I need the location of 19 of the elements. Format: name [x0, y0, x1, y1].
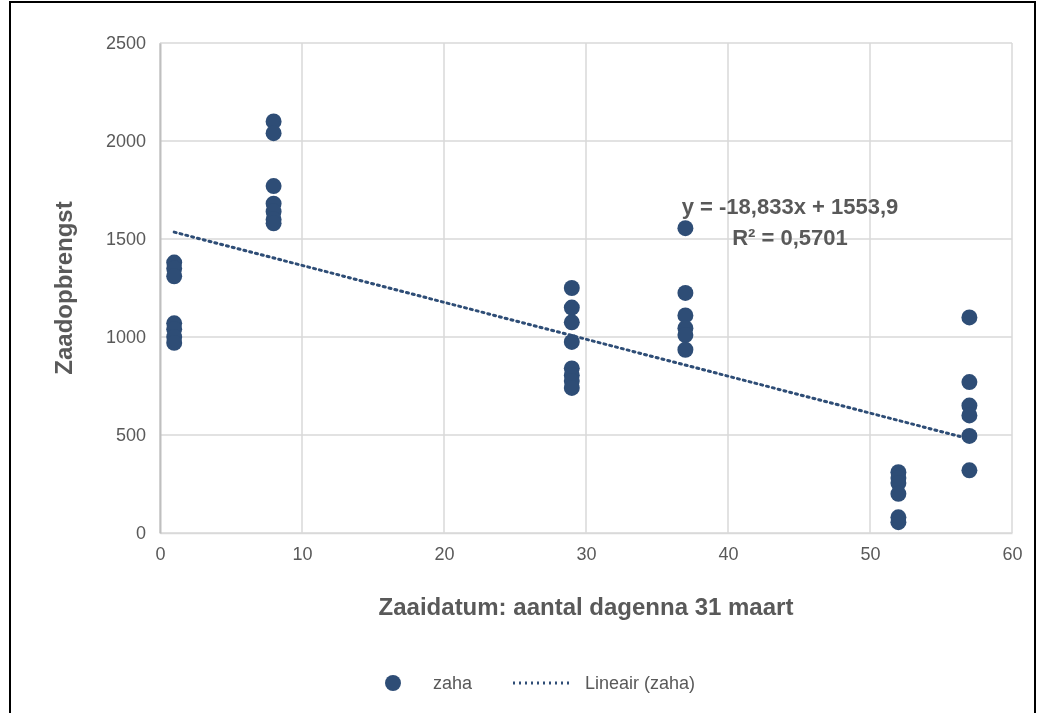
- y-tick-label: 500: [115, 425, 146, 446]
- y-axis-title: Zaadopbrengst: [50, 201, 77, 375]
- x-tick-label: 20: [434, 543, 455, 564]
- y-tick-label: 1000: [105, 327, 146, 348]
- y-tick-label: 1500: [105, 229, 146, 250]
- x-tick-label: 50: [860, 543, 881, 564]
- annotation: R² = 0,5701: [732, 225, 848, 250]
- annotation: y = -18,833x + 1553,9: [681, 194, 899, 219]
- x-tick-label: 40: [718, 543, 739, 564]
- legend-label: zaha: [433, 673, 474, 693]
- y-tick-label: 2000: [105, 131, 146, 152]
- x-tick-label: 0: [155, 543, 166, 564]
- y-tick-label: 2500: [105, 33, 146, 54]
- x-tick-label: 10: [292, 543, 313, 564]
- legend-label: Lineair (zaha): [585, 673, 696, 693]
- x-tick-label: 30: [576, 543, 597, 564]
- x-axis-title: Zaaidatum: aantal dagenna 31 maart: [378, 593, 794, 620]
- x-tick-label: 60: [1002, 543, 1023, 564]
- y-tick-label: 0: [135, 523, 146, 544]
